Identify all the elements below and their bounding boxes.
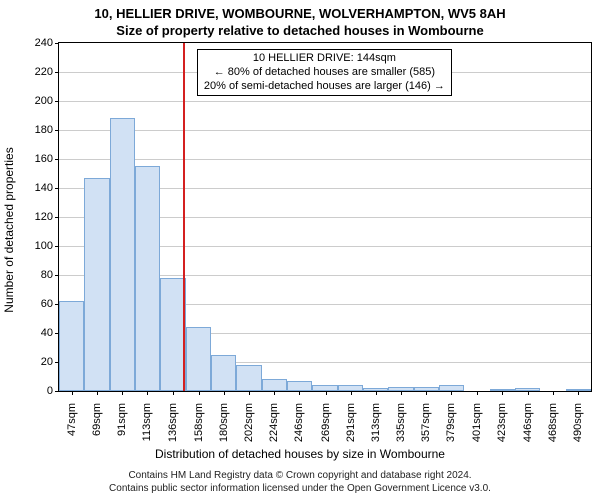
gridline bbox=[59, 101, 591, 102]
histogram-bar bbox=[186, 327, 211, 391]
histogram-plot: 02040608010012014016018020022024047sqm69… bbox=[58, 42, 592, 392]
y-tick-mark bbox=[55, 101, 59, 102]
x-tick-mark bbox=[173, 391, 174, 395]
x-tick-mark bbox=[122, 391, 123, 395]
y-tick-mark bbox=[55, 246, 59, 247]
y-tick-mark bbox=[55, 275, 59, 276]
x-tick-mark bbox=[97, 391, 98, 395]
y-tick-label: 240 bbox=[35, 37, 53, 49]
annotation-line-2: ← 80% of detached houses are smaller (58… bbox=[204, 66, 445, 80]
histogram-bar bbox=[236, 365, 261, 391]
y-tick-mark bbox=[55, 72, 59, 73]
page-title-line2: Size of property relative to detached ho… bbox=[0, 23, 600, 38]
page-title-line1: 10, HELLIER DRIVE, WOMBOURNE, WOLVERHAMP… bbox=[0, 6, 600, 21]
y-tick-label: 40 bbox=[41, 327, 53, 339]
x-tick-mark bbox=[401, 391, 402, 395]
annotation-line-3: 20% of semi-detached houses are larger (… bbox=[204, 80, 445, 94]
histogram-bar bbox=[262, 379, 287, 391]
y-tick-label: 200 bbox=[35, 95, 53, 107]
y-tick-label: 60 bbox=[41, 298, 53, 310]
histogram-bar bbox=[287, 381, 312, 391]
y-tick-label: 80 bbox=[41, 269, 53, 281]
histogram-bar bbox=[59, 301, 84, 391]
x-tick-mark bbox=[528, 391, 529, 395]
x-tick-mark bbox=[451, 391, 452, 395]
x-tick-mark bbox=[553, 391, 554, 395]
y-tick-label: 160 bbox=[35, 153, 53, 165]
x-axis-label: Distribution of detached houses by size … bbox=[0, 447, 600, 461]
gridline bbox=[59, 159, 591, 160]
x-tick-mark bbox=[351, 391, 352, 395]
x-tick-mark bbox=[274, 391, 275, 395]
y-tick-label: 20 bbox=[41, 356, 53, 368]
y-tick-label: 0 bbox=[47, 385, 53, 397]
x-tick-mark bbox=[72, 391, 73, 395]
x-tick-mark bbox=[199, 391, 200, 395]
x-tick-mark bbox=[578, 391, 579, 395]
x-tick-mark bbox=[502, 391, 503, 395]
y-tick-label: 100 bbox=[35, 240, 53, 252]
reference-line bbox=[183, 43, 185, 391]
y-tick-mark bbox=[55, 188, 59, 189]
x-tick-mark bbox=[249, 391, 250, 395]
y-tick-mark bbox=[55, 217, 59, 218]
y-tick-mark bbox=[55, 391, 59, 392]
gridline bbox=[59, 130, 591, 131]
x-tick-mark bbox=[426, 391, 427, 395]
y-tick-label: 140 bbox=[35, 182, 53, 194]
annotation-box: 10 HELLIER DRIVE: 144sqm← 80% of detache… bbox=[197, 49, 452, 96]
y-tick-mark bbox=[55, 159, 59, 160]
x-tick-mark bbox=[224, 391, 225, 395]
histogram-bar bbox=[211, 355, 236, 391]
x-tick-mark bbox=[326, 391, 327, 395]
credit-line-1: Contains HM Land Registry data © Crown c… bbox=[0, 470, 600, 481]
y-tick-label: 220 bbox=[35, 66, 53, 78]
credit-line-2: Contains public sector information licen… bbox=[0, 483, 600, 494]
x-tick-mark bbox=[376, 391, 377, 395]
y-tick-mark bbox=[55, 130, 59, 131]
x-tick-mark bbox=[147, 391, 148, 395]
annotation-line-1: 10 HELLIER DRIVE: 144sqm bbox=[204, 52, 445, 66]
x-tick-mark bbox=[477, 391, 478, 395]
y-tick-label: 120 bbox=[35, 211, 53, 223]
y-tick-mark bbox=[55, 43, 59, 44]
y-tick-label: 180 bbox=[35, 124, 53, 136]
histogram-bar bbox=[135, 166, 160, 391]
x-tick-mark bbox=[299, 391, 300, 395]
histogram-bar bbox=[84, 178, 109, 391]
y-axis-label: Number of detached properties bbox=[2, 65, 16, 230]
histogram-bar bbox=[110, 118, 135, 391]
